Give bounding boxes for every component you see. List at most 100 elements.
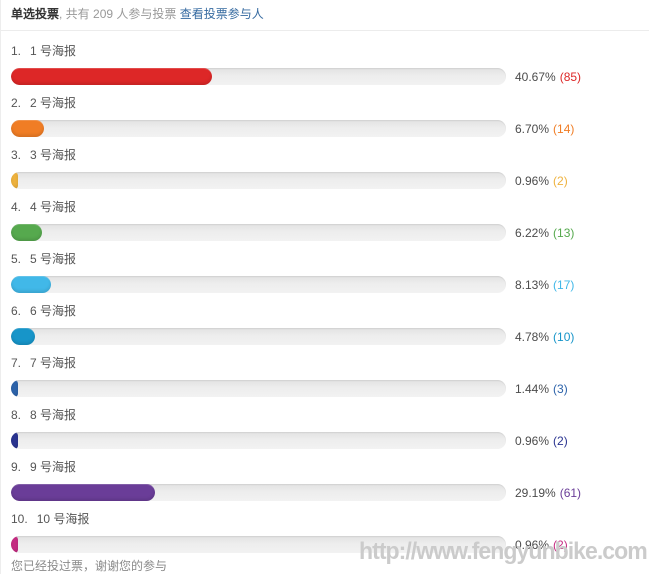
poll-bar-stats: 6.70% (14) xyxy=(515,122,574,136)
poll-bar-row: 0.96% (2) xyxy=(11,172,649,189)
poll-bar-stats: 8.13% (17) xyxy=(515,278,574,292)
poll-option-name: 1 号海报 xyxy=(30,44,77,58)
already-voted-message: 您已经投过票，谢谢您的参与 xyxy=(11,559,168,573)
poll-option-name: 9 号海报 xyxy=(30,460,77,474)
poll-result-item: 2. 2 号海报 6.70% (14) xyxy=(11,96,649,137)
poll-option-label: 9. 9 号海报 xyxy=(11,460,649,474)
poll-bar-stats: 6.22% (13) xyxy=(515,226,574,240)
poll-bar-row: 4.78% (10) xyxy=(11,328,649,345)
poll-bar-stats: 1.44% (3) xyxy=(515,382,568,396)
poll-option-label: 6. 6 号海报 xyxy=(11,304,649,318)
poll-option-label: 4. 4 号海报 xyxy=(11,200,649,214)
poll-bar-fill xyxy=(11,432,18,449)
poll-bar-track xyxy=(11,432,506,449)
poll-option-rank: 6. xyxy=(11,304,22,318)
poll-option-name: 2 号海报 xyxy=(30,96,77,110)
poll-vote-count: (2) xyxy=(553,537,568,552)
poll-bar-track xyxy=(11,68,506,85)
poll-bar-track xyxy=(11,120,506,137)
poll-result-item: 3. 3 号海报 0.96% (2) xyxy=(11,148,649,189)
poll-result-item: 8. 8 号海报 0.96% (2) xyxy=(11,408,649,449)
poll-bar-row: 0.96% (2) xyxy=(11,536,649,553)
poll-result-item: 5. 5 号海报 8.13% (17) xyxy=(11,252,649,293)
site-watermark: http://www.fengyunbike.com xyxy=(359,538,648,565)
poll-bar-stats: 4.78% (10) xyxy=(515,330,574,344)
poll-bar-fill xyxy=(11,276,52,293)
poll-bar-stats: 0.96% (2) xyxy=(515,538,568,552)
poll-bar-track xyxy=(11,224,506,241)
poll-percent: 40.67% xyxy=(515,69,556,84)
poll-option-name: 4 号海报 xyxy=(30,200,77,214)
poll-bar-track xyxy=(11,484,506,501)
poll-percent: 8.13% xyxy=(515,277,550,292)
poll-option-rank: 9. xyxy=(11,460,22,474)
poll-bar-fill xyxy=(11,484,156,501)
poll-participation-summary: , 共有 209 人参与投票 xyxy=(59,7,180,21)
poll-option-rank: 2. xyxy=(11,96,22,110)
poll-option-rank: 10. xyxy=(11,512,28,526)
poll-bar-track xyxy=(11,536,506,553)
poll-option-label: 1. 1 号海报 xyxy=(11,44,649,58)
poll-header: 单选投票, 共有 209 人参与投票 查看投票参与人 xyxy=(1,3,649,31)
poll-result-item: 9. 9 号海报 29.19% (61) xyxy=(11,460,649,501)
poll-bar-fill xyxy=(11,380,19,397)
poll-option-name: 5 号海报 xyxy=(30,252,77,266)
poll-bar-row: 6.70% (14) xyxy=(11,120,649,137)
poll-vote-count: (2) xyxy=(553,173,568,188)
poll-option-label: 8. 8 号海报 xyxy=(11,408,649,422)
poll-results-list: 1. 1 号海报 40.67% (85) 2. 2 号海报 6.70% xyxy=(1,44,649,553)
poll-bar-fill xyxy=(11,68,213,85)
poll-option-label: 5. 5 号海报 xyxy=(11,252,649,266)
poll-vote-count: (3) xyxy=(553,381,568,396)
poll-option-name: 6 号海报 xyxy=(30,304,77,318)
poll-vote-count: (85) xyxy=(559,69,582,84)
poll-option-name: 7 号海报 xyxy=(30,356,77,370)
poll-option-name: 3 号海报 xyxy=(30,148,77,162)
poll-option-name: 10 号海报 xyxy=(36,512,90,526)
poll-vote-count: (17) xyxy=(553,277,575,292)
poll-bar-row: 1.44% (3) xyxy=(11,380,649,397)
poll-option-rank: 3. xyxy=(11,148,22,162)
poll-vote-count: (13) xyxy=(553,225,575,240)
poll-option-label: 10. 10 号海报 xyxy=(11,512,649,526)
poll-option-rank: 1. xyxy=(11,44,22,58)
poll-type-label: 单选投票 xyxy=(11,7,60,21)
poll-percent: 0.96% xyxy=(515,173,550,188)
poll-bar-stats: 29.19% (61) xyxy=(515,486,581,500)
poll-bar-row: 6.22% (13) xyxy=(11,224,649,241)
poll-bar-track xyxy=(11,328,506,345)
poll-bar-stats: 0.96% (2) xyxy=(515,434,568,448)
poll-result-item: 7. 7 号海报 1.44% (3) xyxy=(11,356,649,397)
poll-bar-stats: 40.67% (85) xyxy=(515,70,581,84)
poll-option-rank: 7. xyxy=(11,356,22,370)
poll-bar-row: 29.19% (61) xyxy=(11,484,649,501)
poll-percent: 4.78% xyxy=(515,329,550,344)
poll-option-label: 7. 7 号海报 xyxy=(11,356,649,370)
poll-vote-count: (61) xyxy=(559,485,582,500)
poll-bar-fill xyxy=(11,536,18,553)
poll-bar-fill xyxy=(11,224,42,241)
poll-vote-count: (14) xyxy=(553,121,575,136)
poll-percent: 1.44% xyxy=(515,381,550,396)
poll-result-item: 10. 10 号海报 0.96% (2) xyxy=(11,512,649,553)
poll-bar-fill xyxy=(11,328,35,345)
poll-result-item: 1. 1 号海报 40.67% (85) xyxy=(11,44,649,85)
poll-option-label: 2. 2 号海报 xyxy=(11,96,649,110)
poll-option-rank: 5. xyxy=(11,252,22,266)
poll-bar-track xyxy=(11,172,506,189)
poll-bar-row: 0.96% (2) xyxy=(11,432,649,449)
poll-bar-fill xyxy=(11,172,18,189)
poll-bar-track xyxy=(11,276,506,293)
view-voters-link[interactable]: 查看投票参与人 xyxy=(179,7,264,21)
poll-option-label: 3. 3 号海报 xyxy=(11,148,649,162)
poll-percent: 6.70% xyxy=(515,121,550,136)
poll-option-rank: 4. xyxy=(11,200,22,214)
poll-bar-stats: 0.96% (2) xyxy=(515,174,568,188)
poll-bar-track xyxy=(11,380,506,397)
poll-percent: 0.96% xyxy=(515,537,550,552)
poll-result-item: 4. 4 号海报 6.22% (13) xyxy=(11,200,649,241)
poll-percent: 0.96% xyxy=(515,433,550,448)
poll-option-name: 8 号海报 xyxy=(30,408,77,422)
poll-bar-row: 40.67% (85) xyxy=(11,68,649,85)
